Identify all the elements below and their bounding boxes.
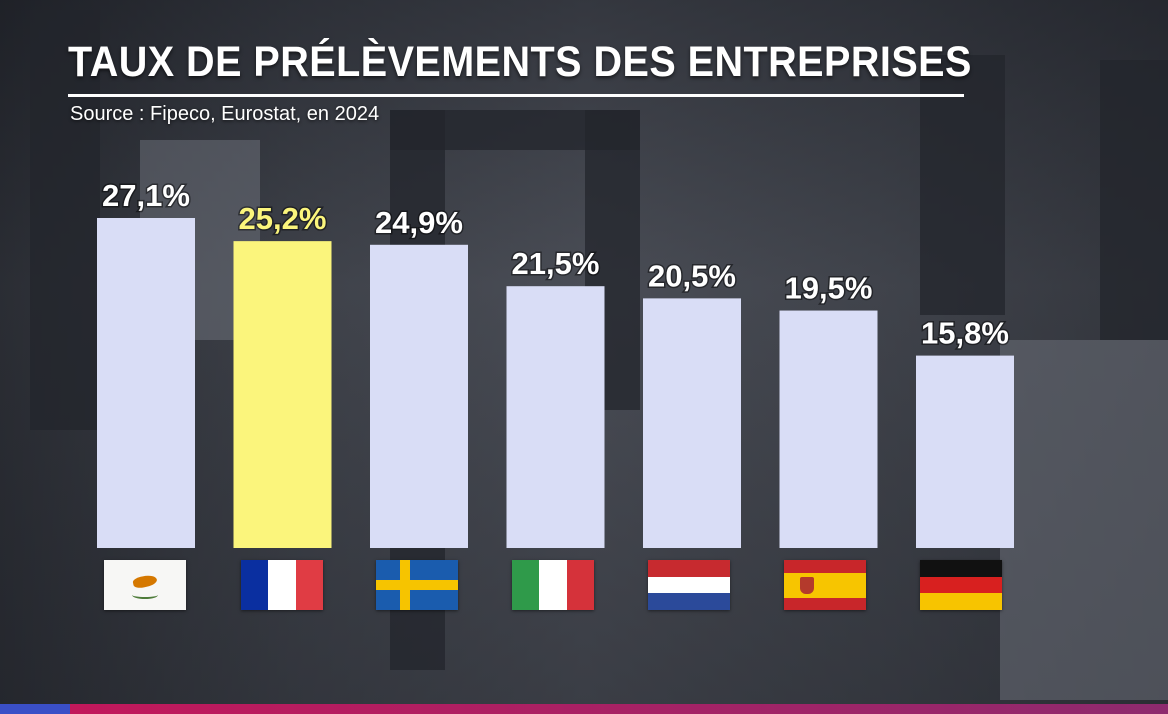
sweden-flag <box>376 560 458 610</box>
value-label-germany: 15,8% <box>921 316 1009 351</box>
background-building <box>1100 60 1168 340</box>
cyprus-flag <box>104 560 186 610</box>
italy-flag <box>512 560 594 610</box>
bar-netherlands <box>643 298 741 548</box>
value-label-france: 25,2% <box>239 201 327 236</box>
bar-sweden <box>370 244 468 548</box>
spain-flag <box>784 560 866 610</box>
bar-germany <box>916 355 1014 548</box>
background-building <box>30 10 100 430</box>
value-label-netherlands: 20,5% <box>648 258 736 293</box>
chart-title: TAUX DE PRÉLÈVEMENTS DES ENTREPRISES <box>68 38 972 86</box>
bar-france <box>233 241 332 548</box>
value-label-spain: 19,5% <box>785 271 873 306</box>
value-label-sweden: 24,9% <box>375 205 463 240</box>
title-underline <box>68 94 964 97</box>
value-label-italy: 21,5% <box>512 246 600 281</box>
germany-flag <box>920 560 1002 610</box>
bottom-ticker-bar <box>0 704 1168 714</box>
value-label-cyprus: 27,1% <box>102 178 190 213</box>
bar-spain <box>779 310 878 548</box>
background-building <box>920 55 1005 315</box>
background-roof <box>1000 340 1168 700</box>
netherlands-flag <box>648 560 730 610</box>
chart-source: Source : Fipeco, Eurostat, en 2024 <box>70 103 380 125</box>
bar-italy <box>506 286 605 548</box>
bar-cyprus <box>97 218 195 548</box>
france-flag <box>241 560 323 610</box>
